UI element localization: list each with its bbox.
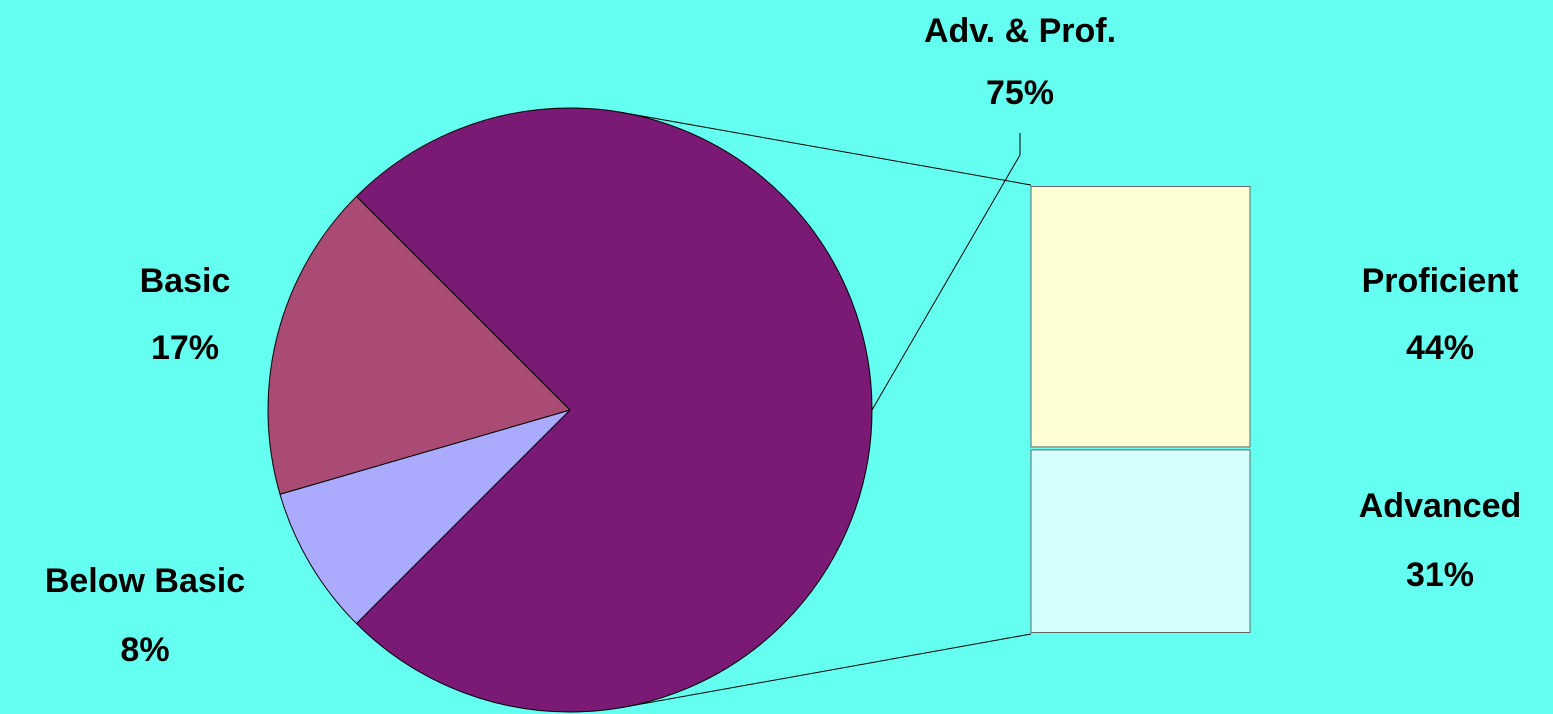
slice-label: Below Basic xyxy=(45,562,245,600)
bar-label: Advanced xyxy=(1359,487,1522,525)
slice-label: Adv. & Prof. xyxy=(924,12,1116,50)
bar-label: Proficient xyxy=(1362,262,1519,300)
pie-slice xyxy=(279,409,571,625)
slice-value-label: 8% xyxy=(120,631,169,669)
bar-value-label: 44% xyxy=(1406,329,1474,367)
pie-slice xyxy=(355,107,873,713)
connector-line xyxy=(622,112,1032,186)
connector-line xyxy=(622,633,1032,708)
bar-value-label: 31% xyxy=(1406,556,1474,594)
slice-label: Basic xyxy=(140,262,231,300)
pie-slice xyxy=(267,195,571,495)
slice-value-label: 75% xyxy=(986,74,1054,112)
label-leader xyxy=(871,133,1021,411)
bar-segment xyxy=(1030,186,1251,448)
slice-value-label: 17% xyxy=(151,329,219,367)
bar-segment xyxy=(1030,449,1251,633)
